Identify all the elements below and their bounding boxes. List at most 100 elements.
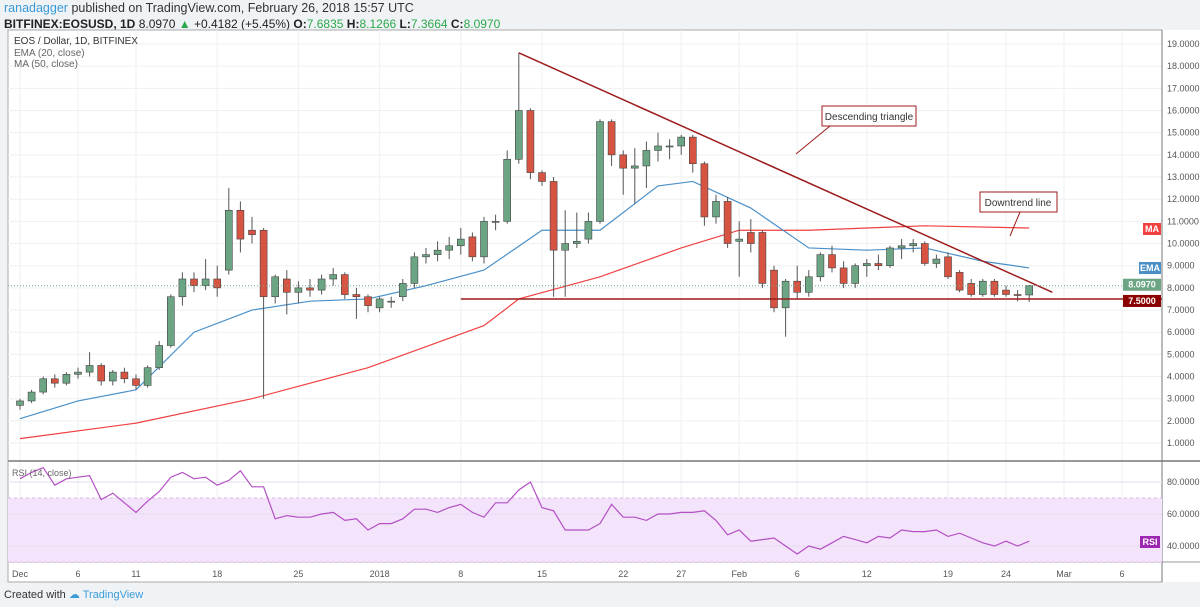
candle-body (549, 181, 558, 251)
y-tick-label: 12.0000 (1167, 194, 1200, 204)
y-tick-label: 15.0000 (1167, 128, 1200, 138)
candle-body (874, 263, 883, 267)
ma-tag: MA (1145, 224, 1159, 234)
candle-body (514, 110, 523, 160)
candle-body (50, 378, 59, 384)
legend-item: EMA (20, close) (14, 48, 85, 59)
candle-body (816, 254, 825, 278)
y-tick-label: 7.0000 (1167, 305, 1195, 315)
x-tick-label: Dec (12, 569, 29, 579)
y-tick-label: 13.0000 (1167, 172, 1200, 182)
rsi-title: RSI (14, close) (12, 468, 72, 478)
price-axis (1162, 30, 1200, 582)
candle-body (468, 236, 477, 258)
candle-body (364, 296, 372, 306)
rsi-tick-label: 60.0000 (1167, 509, 1200, 519)
last-price-tag-bg (1123, 278, 1161, 291)
callout-arrow (1009, 211, 1021, 237)
chart-title: EOS / Dollar, 1D, BITFINEX (14, 36, 138, 47)
tradingview-link[interactable]: TradingView (82, 589, 144, 601)
close-value: 8.0970 (463, 17, 501, 31)
candle-body (619, 154, 628, 169)
candle-body (236, 209, 245, 240)
callout-box (821, 105, 917, 127)
candle-body (317, 278, 326, 291)
candle-body (167, 296, 175, 346)
candle-body (294, 287, 303, 293)
c-label: C: (450, 17, 464, 31)
candle-body (677, 136, 686, 147)
y-tick-label: 5.0000 (1167, 349, 1195, 359)
ema-line (19, 180, 1030, 420)
rsi-line (19, 466, 1030, 555)
candle-body (456, 238, 465, 247)
candle-body (688, 136, 697, 165)
up-arrow-icon: ▲ (178, 17, 191, 31)
candle-body (387, 300, 396, 303)
candle-body (804, 276, 813, 293)
author-link[interactable]: ranadagger (4, 1, 68, 15)
callout-descending-triangle: Descending triangle (825, 112, 914, 123)
rsi-tick-label: 80.0000 (1167, 477, 1200, 487)
y-tick-label: 18.0000 (1167, 61, 1200, 71)
candle-body (491, 221, 500, 223)
x-tick-label: 15 (537, 569, 547, 579)
ema-tag: EMA (1140, 263, 1161, 273)
x-tick-label: 6 (75, 569, 80, 579)
candle-body (410, 256, 419, 284)
x-tick-label: 6 (1119, 569, 1124, 579)
candle-body (630, 165, 639, 169)
candle-body (920, 243, 929, 264)
support-tag: 7.5000 (1128, 296, 1156, 306)
candle-body (990, 280, 999, 295)
ema-tag-bg (1139, 262, 1161, 274)
callout-box (979, 191, 1058, 213)
candle-body (16, 400, 24, 406)
candle-body (109, 371, 117, 382)
y-tick-label: 6.0000 (1167, 327, 1195, 337)
ma-tag-bg (1143, 223, 1161, 235)
trend-line (518, 52, 1053, 293)
x-tick-label: 19 (943, 569, 953, 579)
created-with: Created with (4, 589, 66, 601)
y-tick-label: 17.0000 (1167, 83, 1200, 93)
open-value: 7.6835 (306, 17, 344, 31)
candle-body (97, 365, 105, 382)
candle-body (271, 276, 280, 298)
candle-body (793, 280, 802, 293)
l-label: L: (399, 17, 411, 31)
candle-body (654, 145, 662, 151)
candle-body (1025, 285, 1033, 296)
ma-line (19, 225, 1030, 440)
plot-area (7, 29, 1163, 583)
candle-body (526, 110, 535, 173)
candle-body (978, 280, 987, 295)
candle-body (897, 245, 906, 249)
y-tick-label: 1.0000 (1167, 438, 1195, 448)
y-tick-label: 9.0000 (1167, 261, 1195, 271)
x-tick-label: 25 (293, 569, 303, 579)
x-tick-label: 27 (676, 569, 686, 579)
candle-body (27, 391, 36, 402)
y-tick-label: 19.0000 (1167, 39, 1200, 49)
candle-body (735, 238, 744, 242)
change: +0.4182 (+5.45%) (193, 17, 291, 31)
y-tick-label: 2.0000 (1167, 416, 1195, 426)
candle-body (932, 258, 941, 264)
candle-body (909, 243, 918, 247)
candle-body (1002, 289, 1010, 295)
y-tick-label: 16.0000 (1167, 106, 1200, 116)
candle-body (770, 269, 778, 309)
publish-info: ranadagger published on TradingView.com,… (4, 1, 414, 15)
candle-body (851, 265, 860, 284)
candle-body (955, 272, 964, 291)
last-price: 8.0970 (138, 17, 176, 31)
h-label: H: (346, 17, 360, 31)
candle-body (839, 267, 848, 284)
candle-body (62, 374, 71, 384)
candle-body (329, 274, 338, 280)
y-tick-label: 4.0000 (1167, 372, 1195, 382)
candle-body (886, 247, 894, 267)
x-tick-label: 12 (862, 569, 872, 579)
